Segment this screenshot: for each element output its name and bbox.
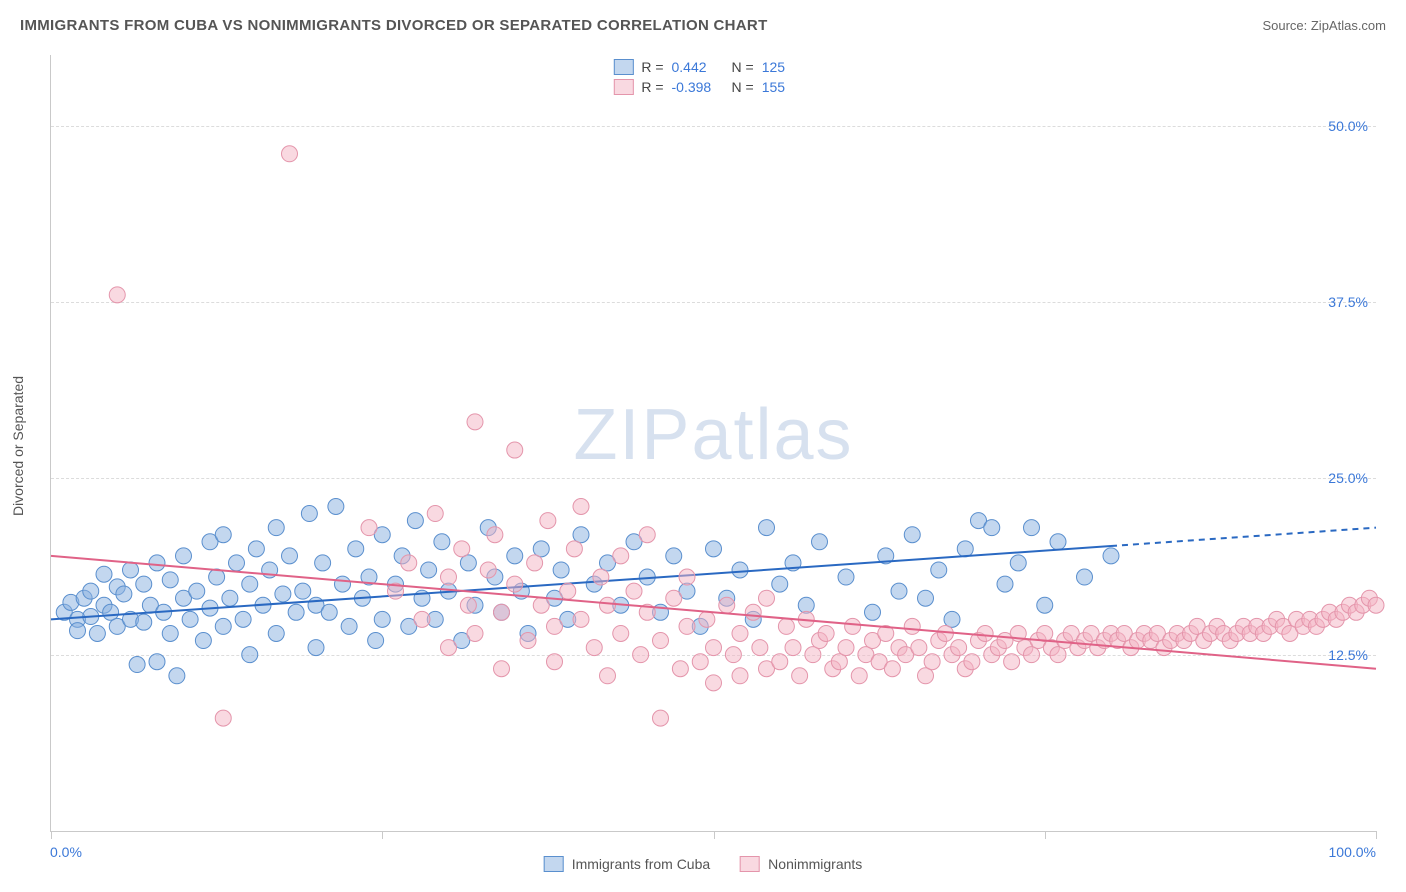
n-value-immigrants: 125 [762,59,814,75]
chart-title: IMMIGRANTS FROM CUBA VS NONIMMIGRANTS DI… [20,17,768,34]
series-legend: Immigrants from Cuba Nonimmigrants [544,856,863,872]
swatch-immigrants [613,59,633,75]
r-label: R = [641,79,663,95]
swatch-nonimmigrants [613,79,633,95]
source-value: ZipAtlas.com [1311,18,1386,33]
n-label: N = [732,79,754,95]
r-value-nonimmigrants: -0.398 [672,79,724,95]
r-label: R = [641,59,663,75]
legend-label-nonimmigrants: Nonimmigrants [768,856,862,872]
n-label: N = [732,59,754,75]
x-tick-max: 100.0% [1329,844,1376,860]
correlation-legend: R = 0.442 N = 125 R = -0.398 N = 155 [607,57,819,97]
y-axis-label: Divorced or Separated [10,376,26,516]
n-value-nonimmigrants: 155 [762,79,814,95]
legend-row-nonimmigrants: R = -0.398 N = 155 [607,77,819,97]
chart-plot-area: ZIPatlas 12.5%25.0%37.5%50.0% R = 0.442 … [50,55,1376,832]
r-value-immigrants: 0.442 [672,59,724,75]
chart-header: IMMIGRANTS FROM CUBA VS NONIMMIGRANTS DI… [0,0,1406,40]
legend-item-nonimmigrants: Nonimmigrants [740,856,862,872]
source-prefix: Source: [1262,18,1310,33]
legend-item-immigrants: Immigrants from Cuba [544,856,710,872]
legend-label-immigrants: Immigrants from Cuba [572,856,710,872]
swatch-immigrants-icon [544,856,564,872]
x-tick-min: 0.0% [50,844,82,860]
scatter-plot [51,55,1376,831]
chart-source: Source: ZipAtlas.com [1262,18,1386,33]
legend-row-immigrants: R = 0.442 N = 125 [607,57,819,77]
swatch-nonimmigrants-icon [740,856,760,872]
